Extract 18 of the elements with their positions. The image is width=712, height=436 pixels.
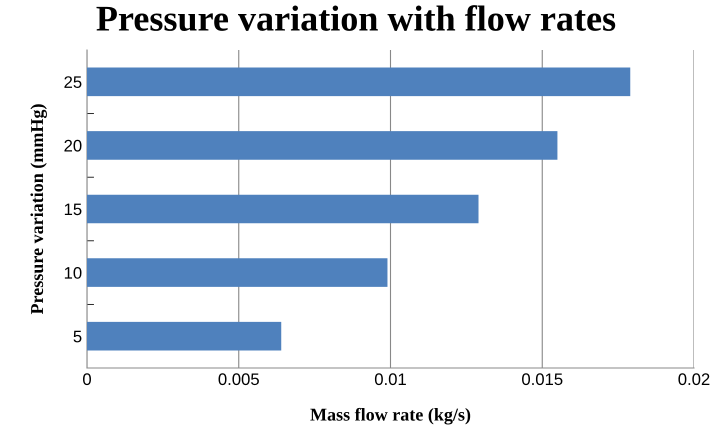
- x-tick-label: 0: [83, 373, 91, 386]
- y-tick-label: 20: [64, 140, 82, 152]
- chart-title: Pressure variation with flow rates: [96, 5, 616, 31]
- x-tick-label: 0.01: [374, 373, 406, 386]
- bar: [87, 67, 630, 96]
- x-tick-label: 0.015: [522, 373, 562, 386]
- y-tick-label: 10: [64, 267, 82, 279]
- x-tick-label: 0.02: [678, 373, 710, 386]
- x-tick-label: 0.005: [218, 373, 259, 386]
- y-tick-label: 25: [64, 76, 82, 88]
- x-axis-title: Mass flow rate (kg/s): [310, 408, 470, 425]
- bar: [87, 322, 282, 351]
- bar: [87, 194, 479, 224]
- y-tick-label: 15: [64, 204, 82, 216]
- bar: [87, 258, 388, 287]
- y-axis-title: Pressure variation (mmHg): [30, 104, 47, 314]
- y-tick-label: 5: [74, 330, 82, 342]
- bar: [87, 131, 558, 160]
